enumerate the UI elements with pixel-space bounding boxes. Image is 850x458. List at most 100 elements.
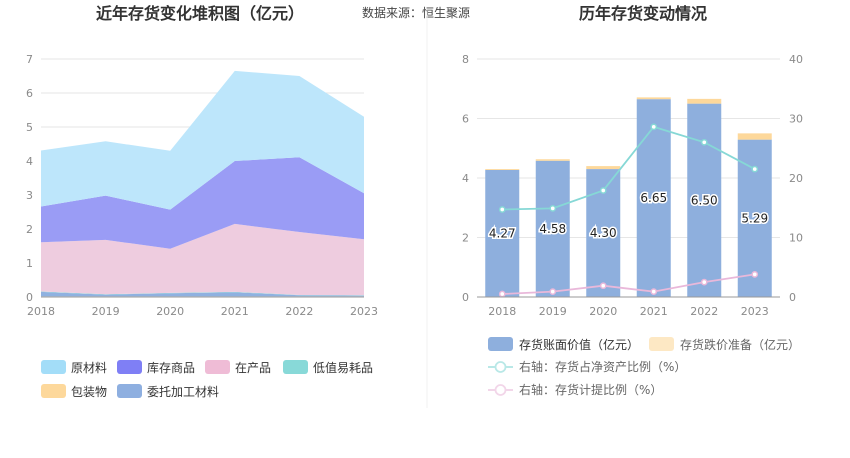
legend-label: 低值易耗品 [313, 360, 373, 375]
bar-value-label: 4.27 [489, 226, 516, 240]
area-series-3 [41, 223, 364, 296]
line-series-1 [502, 273, 755, 295]
bar-value-label: 4.30 [590, 226, 617, 240]
left-x-tick-label: 2023 [350, 305, 378, 318]
bar-impairment-reserve [737, 133, 772, 140]
legend-label: 库存商品 [147, 360, 195, 375]
bar-value-label: 6.65 [640, 191, 667, 205]
right-x-tick-label: 2023 [741, 305, 769, 318]
right-y-tick-label: 2 [462, 232, 469, 245]
right-y2-tick-label: 20 [789, 172, 803, 185]
line-point [498, 290, 506, 298]
left-y-tick-label: 5 [26, 121, 33, 134]
legend-swatch [117, 360, 142, 374]
legend-swatch [649, 337, 674, 351]
legend-label: 存货账面价值（亿元） [519, 337, 639, 352]
left-chart-y-axis: 0 1 2 3 4 5 6 7 [26, 53, 33, 304]
line-series-0 [502, 125, 756, 211]
line-point [599, 282, 607, 290]
right-x-tick-label: 2018 [488, 305, 516, 318]
right-y-tick-label: 0 [462, 291, 469, 304]
bar-value-label: 6.50 [691, 193, 718, 207]
right-x-tick-label: 2020 [589, 305, 617, 318]
bar-value-label: 5.29 [741, 211, 768, 225]
right-x-tick-label: 2022 [690, 305, 718, 318]
legend-label: 原材料 [71, 361, 107, 375]
right-chart-gridlines [477, 58, 780, 298]
right-y2-tick-label: 10 [789, 232, 803, 245]
left-x-tick-label: 2018 [27, 305, 55, 318]
bar-book-value [636, 99, 671, 297]
left-y-tick-label: 7 [26, 53, 33, 66]
line-point [751, 165, 759, 173]
bar-book-value [535, 160, 570, 297]
line-point [549, 204, 557, 212]
left-x-tick-label: 2020 [156, 305, 184, 318]
bar-impairment-reserve [535, 159, 570, 161]
legend-label: 委托加工材料 [147, 385, 219, 399]
right-chart-legend: 存货账面价值（亿元） 存货跌价准备（亿元） 右轴：存货占净资产比例（%） 右轴：存货计… [488, 337, 800, 397]
legend-label: 右轴：存货计提比例（%） [519, 382, 662, 397]
right-y-tick-label: 8 [462, 53, 469, 66]
left-y-tick-label: 4 [26, 155, 33, 168]
right-chart-x-axis: 2018 2019 2020 2021 2022 2023 [477, 296, 780, 318]
bar-book-value [687, 103, 722, 297]
left-y-tick-label: 0 [26, 291, 33, 304]
right-chart-title: 历年存货变动情况 [579, 4, 707, 23]
left-y-tick-label: 2 [26, 223, 33, 236]
area-series-2 [41, 291, 364, 296]
left-x-tick-label: 2022 [285, 305, 313, 318]
area-series-1 [41, 291, 364, 297]
right-y2-tick-label: 0 [789, 291, 796, 304]
legend-label: 右轴：存货占净资产比例（%） [519, 359, 686, 374]
legend-swatch [488, 337, 513, 351]
line-point [650, 123, 658, 131]
bar-impairment-reserve [485, 169, 520, 170]
area-series-5 [41, 70, 364, 210]
right-x-tick-label: 2021 [640, 305, 668, 318]
right-x-tick-label: 2019 [539, 305, 567, 318]
line-point [599, 187, 607, 194]
bar-impairment-reserve [636, 97, 671, 100]
right-chart-y-axis-right: 0 10 20 30 40 [789, 53, 803, 304]
line-point [650, 288, 658, 295]
line-point [498, 206, 506, 213]
legend-label: 存货跌价准备（亿元） [680, 337, 800, 352]
left-chart-x-axis: 2018 2019 2020 2021 2022 2023 [27, 296, 378, 318]
right-y-tick-label: 4 [462, 172, 469, 185]
left-y-tick-label: 1 [26, 257, 33, 270]
line-point [549, 288, 557, 295]
data-source: 数据来源：恒生聚源 [362, 5, 470, 20]
bar-impairment-reserve [586, 166, 621, 170]
area-series-4 [41, 157, 364, 249]
legend-swatch [205, 360, 230, 374]
bar-impairment-reserve [687, 98, 722, 104]
bar-value-label: 4.58 [539, 222, 566, 236]
right-chart-lines [498, 123, 759, 298]
legend-swatch [283, 360, 308, 374]
line-point [700, 138, 708, 146]
right-chart-bars [485, 97, 772, 297]
left-y-tick-label: 6 [26, 87, 33, 100]
left-y-tick-label: 3 [26, 189, 33, 202]
left-chart-areas [41, 70, 364, 297]
legend-marker [494, 361, 507, 373]
legend-swatch [41, 360, 66, 374]
right-y-tick-label: 6 [462, 113, 469, 126]
legend-label: 包装物 [71, 385, 107, 399]
legend-label: 在产品 [235, 361, 271, 375]
right-y2-tick-label: 40 [789, 53, 803, 66]
legend-marker [494, 384, 507, 396]
legend-swatch [41, 384, 66, 398]
legend-swatch [117, 384, 142, 398]
line-point [700, 278, 708, 286]
left-chart-title: 近年存货变化堆积图（亿元） [96, 4, 304, 23]
right-chart-bar-labels: 4.27 4.58 4.30 6.65 6.50 5.29 [487, 190, 769, 242]
left-x-tick-label: 2021 [221, 305, 249, 318]
right-chart-y-axis-left: 0 2 4 6 8 [462, 53, 469, 304]
line-point [751, 271, 759, 278]
bar-book-value [485, 169, 520, 297]
right-y2-tick-label: 30 [789, 113, 803, 126]
